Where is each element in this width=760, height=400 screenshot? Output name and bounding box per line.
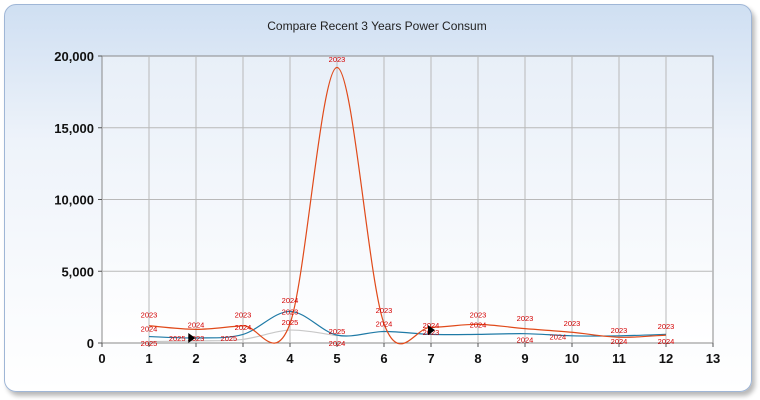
x-tick-label: 4 <box>286 351 294 366</box>
point-label: 2023 <box>376 306 393 315</box>
point-label: 2024 <box>141 325 158 334</box>
x-tick-label: 7 <box>427 351 434 366</box>
point-label: 2024 <box>517 335 534 344</box>
point-label: 2023 <box>470 310 487 319</box>
point-label: 2023 <box>188 334 205 343</box>
point-label: 2024 <box>470 320 487 329</box>
point-label: 2024 <box>235 323 252 332</box>
x-tick-label: 8 <box>474 351 481 366</box>
y-tick-label: 15,000 <box>54 121 94 136</box>
point-label: 2023 <box>329 55 346 64</box>
cursor-markers <box>188 325 435 343</box>
point-label: 2024 <box>611 337 628 346</box>
point-label: 2023 <box>141 310 158 319</box>
series-line-2024 <box>148 310 667 339</box>
y-tick-label: 20,000 <box>54 49 94 64</box>
chart-title: Compare Recent 3 Years Power Consum <box>267 19 486 33</box>
point-label: 2023 <box>564 319 581 328</box>
series-lines <box>148 66 667 345</box>
grid-lines <box>102 56 713 343</box>
point-label: 2025 <box>221 334 238 343</box>
x-tick-label: 3 <box>239 351 246 366</box>
point-label: 2023 <box>611 326 628 335</box>
x-tick-label: 11 <box>612 351 626 366</box>
x-tick-label: 13 <box>706 351 720 366</box>
point-label: 2023 <box>517 314 534 323</box>
point-label: 2023 <box>282 307 299 316</box>
cursor-marker-icon <box>428 325 435 336</box>
point-label: 2024 <box>282 296 299 305</box>
axes: 0 1 2 3 4 5 6 7 8 9 10 11 12 1305,00010,00015,00020,0… <box>54 49 720 366</box>
x-tick-label: 5 <box>333 351 340 366</box>
point-label: 2024 <box>188 320 205 329</box>
point-label: 2024 <box>550 333 567 342</box>
point-label: 2024 <box>423 321 440 330</box>
point-label: 2025 <box>329 327 346 336</box>
point-label: 2025 <box>141 339 158 348</box>
point-labels: 2023202420252025202420232023202420252024… <box>141 55 675 348</box>
point-label: 2023 <box>658 322 675 331</box>
point-label: 2023 <box>235 310 252 319</box>
point-label: 2025 <box>282 318 299 327</box>
point-label: 2024 <box>329 339 346 348</box>
y-tick-label: 10,000 <box>54 193 94 208</box>
point-label: 2025 <box>169 334 186 343</box>
y-tick-label: 5,000 <box>61 264 94 279</box>
cursor-marker-icon <box>188 332 196 343</box>
y-tick-label: 0 <box>87 336 94 351</box>
x-tick-label: 10 <box>565 351 579 366</box>
point-label: 2024 <box>376 320 393 329</box>
x-tick-label: 1 <box>145 351 152 366</box>
x-tick-label: 9 <box>521 351 528 366</box>
x-tick-label: 2 <box>192 351 199 366</box>
point-label: 2024 <box>658 337 675 346</box>
x-tick-label: 6 <box>380 351 387 366</box>
x-tick-label: 0 <box>98 351 105 366</box>
series-line-2025 <box>148 329 338 343</box>
x-tick-label: 12 <box>659 351 673 366</box>
series-line-2023 <box>148 66 667 345</box>
